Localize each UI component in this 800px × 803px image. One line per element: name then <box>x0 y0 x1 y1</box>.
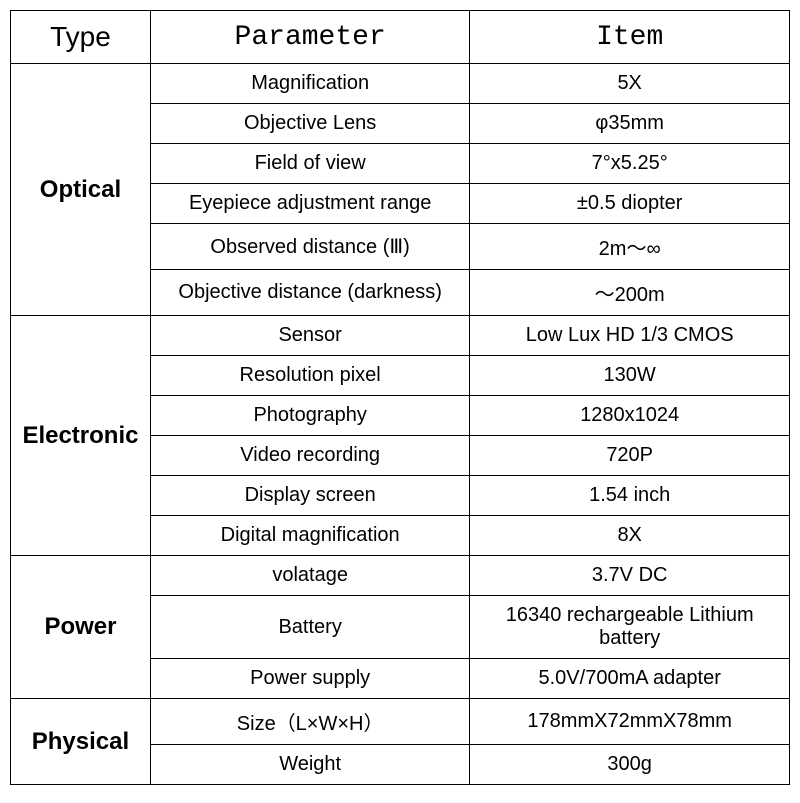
item-cell: 3.7V DC <box>470 556 790 596</box>
item-cell: 8X <box>470 516 790 556</box>
item-cell: 1.54 inch <box>470 476 790 516</box>
type-physical: Physical <box>11 699 151 785</box>
header-type: Type <box>11 11 151 64</box>
param-cell: Magnification <box>150 64 469 104</box>
header-item: Item <box>470 11 790 64</box>
param-cell: Weight <box>150 745 469 785</box>
header-parameter: Parameter <box>150 11 469 64</box>
param-cell: Display screen <box>150 476 469 516</box>
type-power: Power <box>11 556 151 699</box>
param-cell: Sensor <box>150 316 469 356</box>
table-row: Power volatage 3.7V DC <box>11 556 790 596</box>
item-cell: 1280x1024 <box>470 396 790 436</box>
item-cell: 16340 rechargeable Lithium battery <box>470 596 790 659</box>
item-cell: ±0.5 diopter <box>470 184 790 224</box>
param-cell: Observed distance (Ⅲ) <box>150 224 469 270</box>
item-cell: 178mmX72mmX78mm <box>470 699 790 745</box>
type-optical: Optical <box>11 64 151 316</box>
specification-table: Type Parameter Item Optical Magnificatio… <box>10 10 790 785</box>
param-cell: Photography <box>150 396 469 436</box>
param-cell: Power supply <box>150 659 469 699</box>
param-cell: Objective Lens <box>150 104 469 144</box>
param-cell: Size（L×W×H） <box>150 699 469 745</box>
param-cell: Digital magnification <box>150 516 469 556</box>
item-cell: 130W <box>470 356 790 396</box>
param-cell: volatage <box>150 556 469 596</box>
header-row: Type Parameter Item <box>11 11 790 64</box>
param-cell: Video recording <box>150 436 469 476</box>
param-cell: Field of view <box>150 144 469 184</box>
param-cell: Resolution pixel <box>150 356 469 396</box>
item-cell: ～200m <box>470 270 790 316</box>
item-cell: 300g <box>470 745 790 785</box>
item-cell: φ35mm <box>470 104 790 144</box>
type-electronic: Electronic <box>11 316 151 556</box>
param-cell: Objective distance (darkness) <box>150 270 469 316</box>
param-cell: Eyepiece adjustment range <box>150 184 469 224</box>
table-body: Optical Magnification 5X Objective Lens … <box>11 64 790 785</box>
param-cell: Battery <box>150 596 469 659</box>
table-row: Electronic Sensor Low Lux HD 1/3 CMOS <box>11 316 790 356</box>
table-row: Physical Size（L×W×H） 178mmX72mmX78mm <box>11 699 790 745</box>
item-cell: 2m～∞ <box>470 224 790 270</box>
item-cell: 5X <box>470 64 790 104</box>
item-cell: 720P <box>470 436 790 476</box>
table-row: Optical Magnification 5X <box>11 64 790 104</box>
item-cell: 7°x5.25° <box>470 144 790 184</box>
item-cell: 5.0V/700mA adapter <box>470 659 790 699</box>
item-cell: Low Lux HD 1/3 CMOS <box>470 316 790 356</box>
